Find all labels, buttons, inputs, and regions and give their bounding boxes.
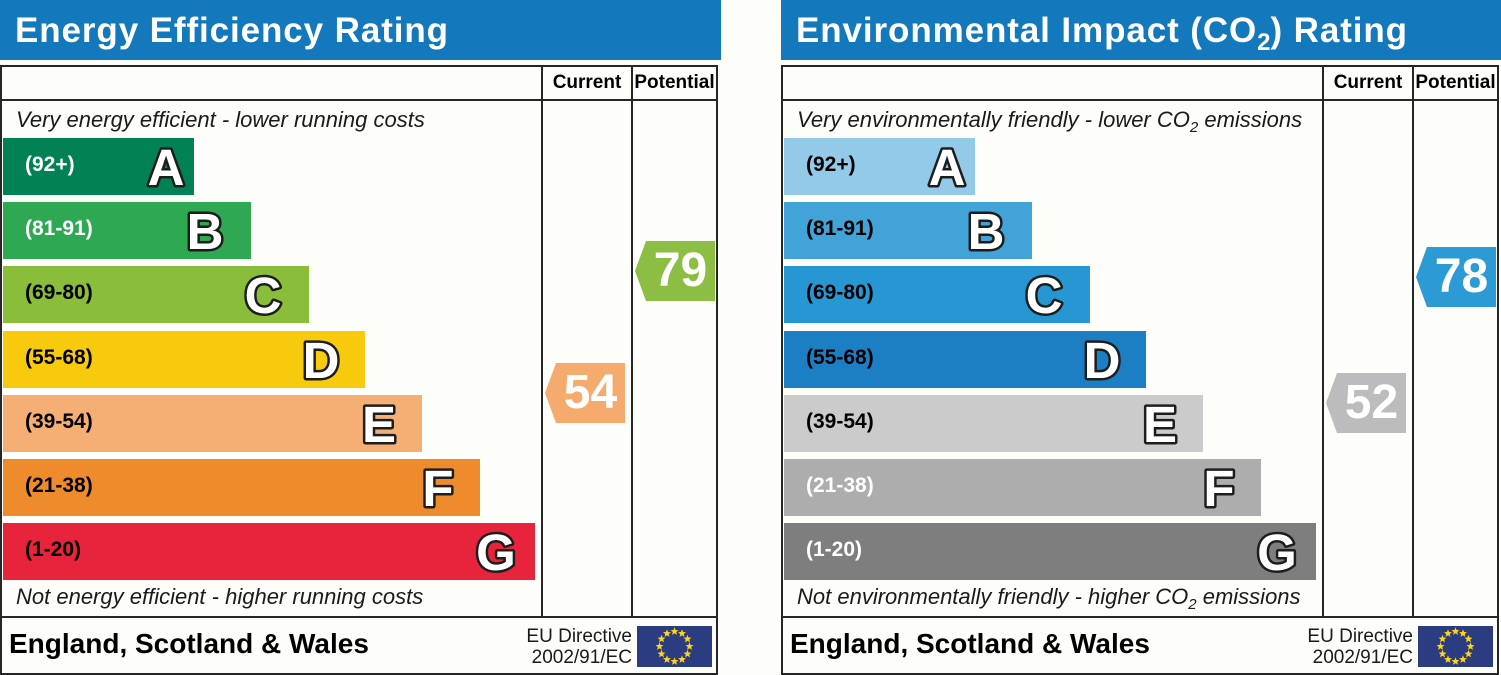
svg-text:F: F xyxy=(1203,460,1234,516)
svg-text:G: G xyxy=(1257,524,1297,580)
svg-text:E: E xyxy=(1143,396,1177,452)
svg-text:C: C xyxy=(245,267,282,323)
svg-text:B: B xyxy=(187,203,224,259)
svg-text:A: A xyxy=(148,139,185,195)
svg-text:B: B xyxy=(968,203,1005,259)
svg-text:G: G xyxy=(476,524,516,580)
svg-text:F: F xyxy=(422,460,453,516)
svg-text:C: C xyxy=(1026,267,1063,323)
svg-text:D: D xyxy=(1084,332,1121,388)
svg-text:A: A xyxy=(929,139,966,195)
svg-text:D: D xyxy=(303,332,340,388)
svg-text:E: E xyxy=(362,396,396,452)
